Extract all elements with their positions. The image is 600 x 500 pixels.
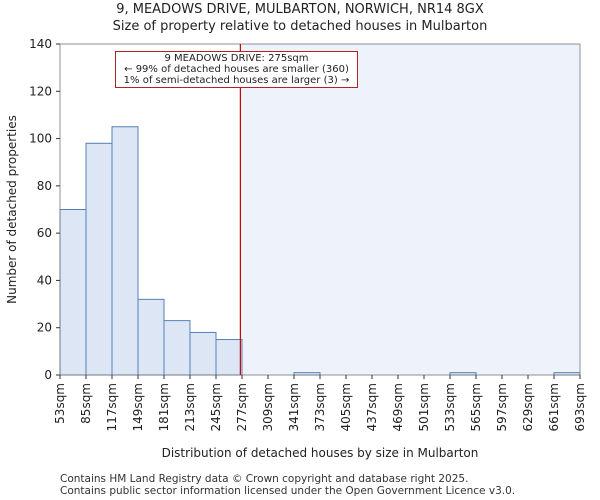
x-tick-label: 533sqm xyxy=(443,383,457,431)
y-tick-label: 60 xyxy=(37,226,52,240)
x-tick-label: 277sqm xyxy=(235,383,249,431)
chart-subtitle: Size of property relative to detached ho… xyxy=(112,19,488,34)
larger-properties-region xyxy=(240,44,580,375)
bar xyxy=(85,142,113,376)
x-tick-label: 693sqm xyxy=(573,383,587,431)
bar xyxy=(189,331,217,376)
bar xyxy=(163,320,191,376)
bar xyxy=(215,339,243,376)
x-tick-label: 341sqm xyxy=(287,383,301,431)
x-tick-label: 53sqm xyxy=(53,383,67,424)
y-tick-label: 140 xyxy=(29,37,52,51)
footer-line-1: Contains HM Land Registry data © Crown c… xyxy=(60,473,469,485)
y-axis-label: Number of detached properties xyxy=(5,115,19,304)
bar xyxy=(59,209,87,376)
y-tick-label: 20 xyxy=(37,321,52,335)
annotation-line-2: ← 99% of detached houses are smaller (36… xyxy=(124,64,349,75)
x-tick-label: 149sqm xyxy=(131,383,145,431)
x-tick-label: 597sqm xyxy=(495,383,509,431)
annotation-line-3: 1% of semi-detached houses are larger (3… xyxy=(123,75,350,86)
x-tick-label: 181sqm xyxy=(157,383,171,431)
x-tick-label: 629sqm xyxy=(521,383,535,431)
x-tick-label: 85sqm xyxy=(79,383,93,424)
x-tick-label: 245sqm xyxy=(209,383,223,431)
x-tick-label: 661sqm xyxy=(547,383,561,431)
x-tick-label: 373sqm xyxy=(313,383,327,431)
x-tick-label: 309sqm xyxy=(261,383,275,431)
footer-line-2: Contains public sector information licen… xyxy=(60,485,516,497)
x-tick-label: 437sqm xyxy=(365,383,379,431)
y-tick-label: 80 xyxy=(37,179,52,193)
y-tick-label: 120 xyxy=(29,84,52,98)
x-tick-label: 117sqm xyxy=(105,383,119,431)
x-tick-label: 213sqm xyxy=(183,383,197,431)
bar xyxy=(111,126,139,376)
x-tick-label: 501sqm xyxy=(417,383,431,431)
y-tick-label: 100 xyxy=(29,132,52,146)
y-tick-label: 40 xyxy=(37,273,52,287)
property-annotation: 9 MEADOWS DRIVE: 275sqm ← 99% of detache… xyxy=(115,51,358,88)
x-tick-label: 565sqm xyxy=(469,383,483,431)
y-tick-label: 0 xyxy=(44,368,52,382)
x-tick-label: 469sqm xyxy=(391,383,405,431)
annotation-line-1: 9 MEADOWS DRIVE: 275sqm xyxy=(164,53,309,64)
x-tick-label: 405sqm xyxy=(339,383,353,431)
chart-title: 9, MEADOWS DRIVE, MULBARTON, NORWICH, NR… xyxy=(116,2,484,17)
x-axis-label: Distribution of detached houses by size … xyxy=(162,446,479,460)
bar xyxy=(137,298,165,376)
histogram-chart: 0 20 40 60 80 100 120 140 53sqm 85sqm 117sqm 149sqm… xyxy=(5,37,587,460)
